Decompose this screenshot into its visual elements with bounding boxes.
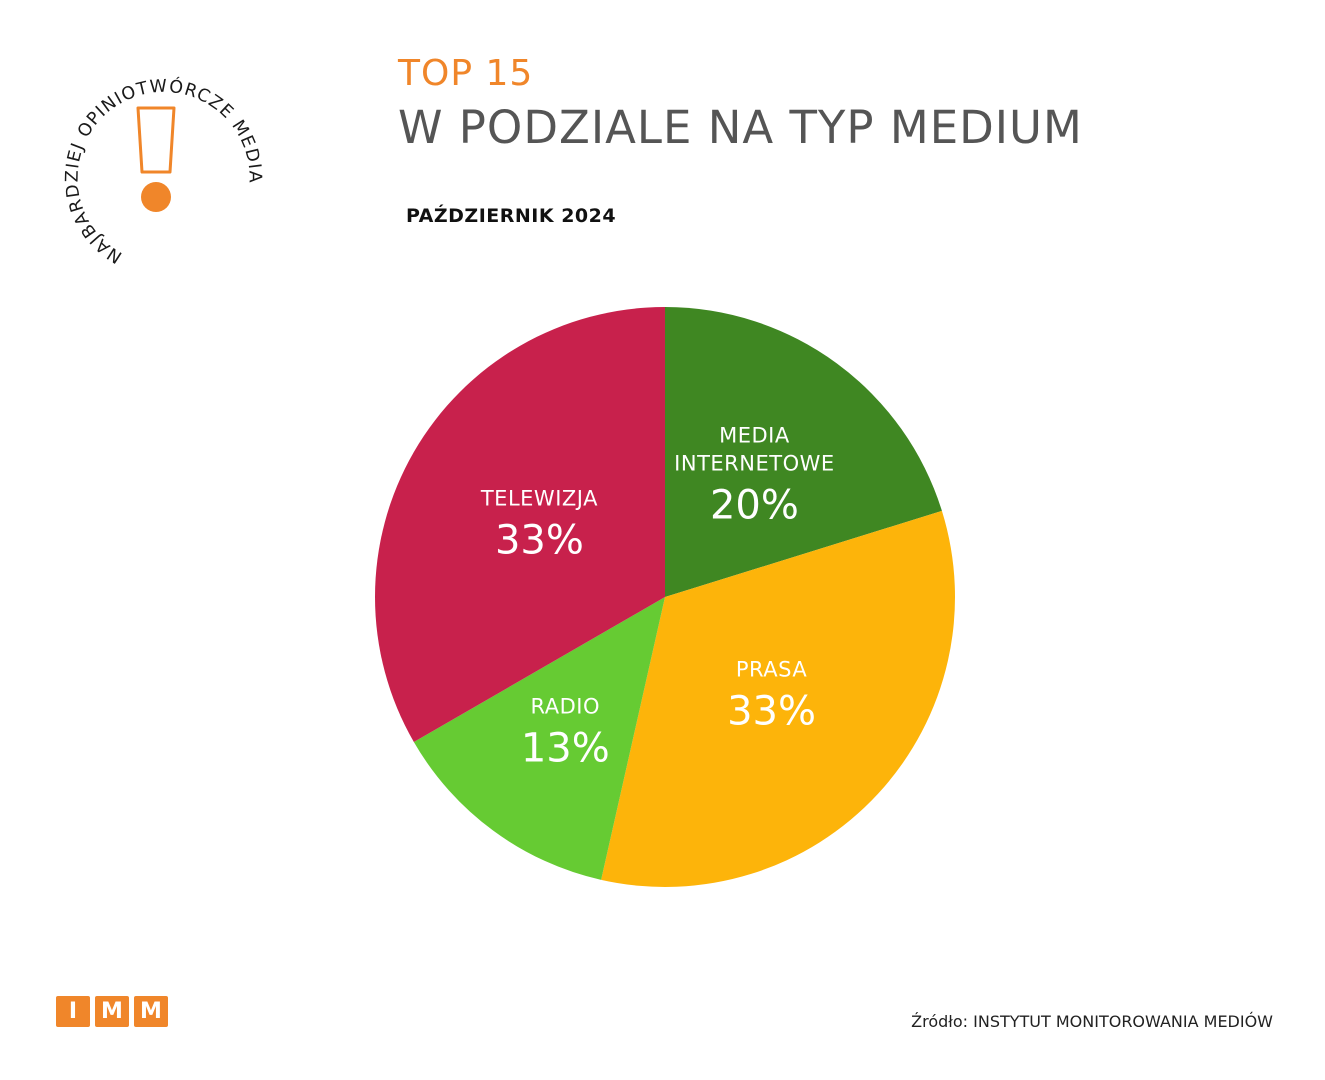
slice-label-telewizja-line-0: TELEWIZJA [480, 487, 598, 511]
chart-title-top: TOP 15 [398, 53, 534, 94]
badge-logo: NAJBARDZIEJ OPINIOTWÓRCZE MEDIA [62, 75, 263, 267]
slice-label-media-internetowe-line-0: MEDIA [719, 424, 790, 448]
imm-logo-letter-m2: M [134, 996, 168, 1027]
chart-title-main: W PODZIALE NA TYP MEDIUM [398, 101, 1083, 154]
source-value: INSTYTUT MONITOROWANIA MEDIÓW [973, 1012, 1273, 1031]
pie-slice-radio [413, 597, 665, 880]
source-label: Źródło: [911, 1012, 969, 1031]
source-note: Źródło: INSTYTUT MONITOROWANIA MEDIÓW [911, 1012, 1273, 1032]
exclamation-icon [136, 106, 176, 212]
pie-slice-prasa [601, 510, 955, 887]
pie-slice-media-internetowe [665, 307, 942, 597]
slice-label-radio-line-0: RADIO [531, 694, 601, 718]
pie-labels: MEDIA INTERNETOWE 20% PRASA 33% RADIO 13% TELEW… [480, 424, 834, 772]
chart-subtitle-date: PAŹDZIERNIK 2024 [406, 205, 617, 227]
pie-slice-telewizja [375, 307, 665, 742]
slice-label-media-internetowe-line-1: INTERNETOWE [674, 452, 834, 476]
imm-logo-letter-i: I [56, 996, 90, 1027]
slice-label-prasa-line-0: PRASA [736, 657, 807, 681]
imm-logo-letter-m1: M [95, 996, 129, 1027]
slice-value-telewizja: 33% [495, 518, 584, 564]
pie-slices [375, 307, 955, 887]
imm-logo: I M M [56, 996, 168, 1027]
slice-value-radio: 13% [521, 725, 610, 771]
slice-value-prasa: 33% [727, 688, 816, 734]
slice-value-media-internetowe: 20% [710, 483, 799, 529]
